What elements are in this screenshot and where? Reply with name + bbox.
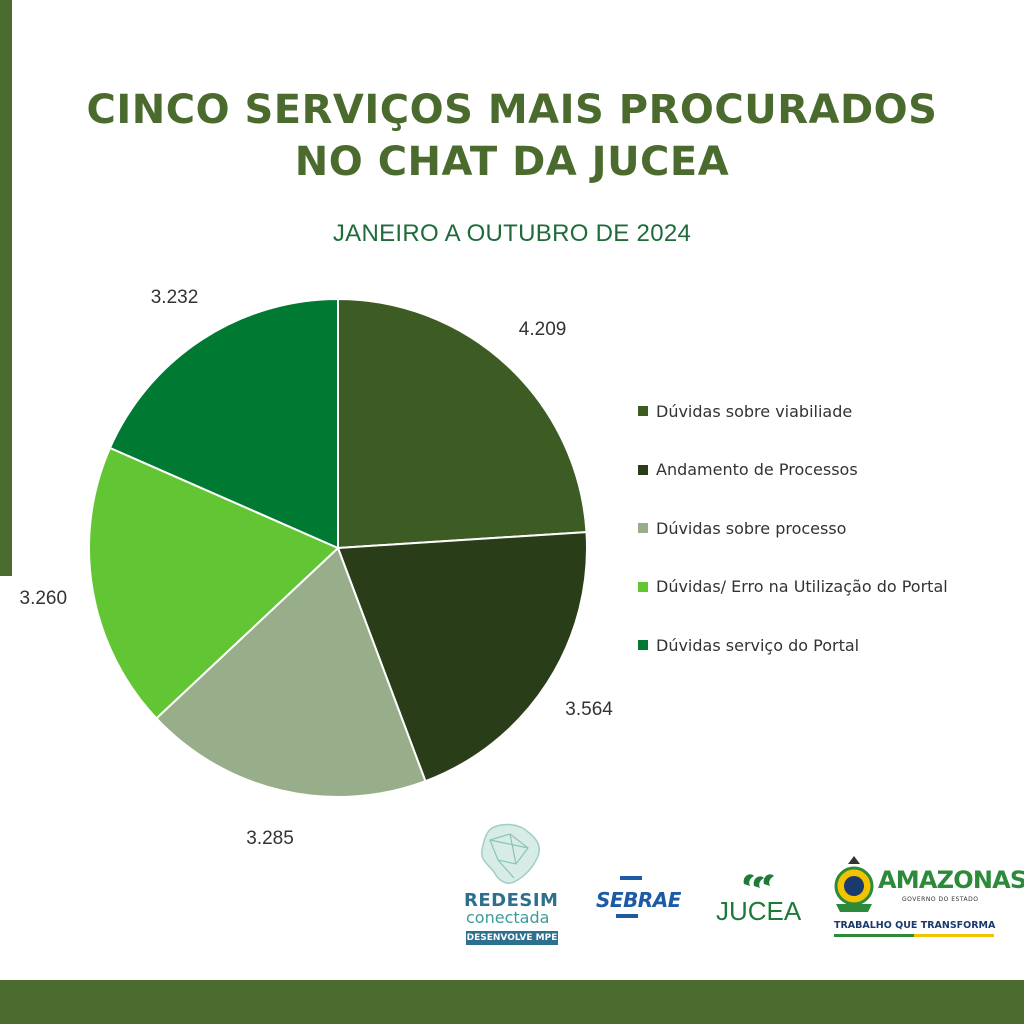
pie-slice-1 <box>337 297 588 550</box>
redesim-logo: REDESIM conectada DESENVOLVE MPE <box>462 820 562 948</box>
legend-swatch <box>638 523 648 534</box>
legend-swatch <box>638 406 648 416</box>
jucea-symbol-icon <box>743 874 774 888</box>
legend-item: Dúvidas sobre viabiliade <box>638 396 948 426</box>
redesim-wordmark: REDESIM <box>464 890 559 911</box>
amazonas-logo: AMAZONAS GOVERNO DO ESTADO TRABALHO QUE … <box>832 854 1024 944</box>
sebrae-wordmark: SEBRAE <box>596 888 681 912</box>
legend-swatch <box>638 640 648 651</box>
pie-value-label: 3.564 <box>565 699 613 721</box>
amazonas-slogan: TRABALHO QUE TRANSFORMA <box>834 920 996 931</box>
legend-swatch <box>638 581 648 592</box>
legend-item: Andamento de Processos <box>638 455 948 485</box>
amazonas-government-text: GOVERNO DO ESTADO <box>902 896 979 903</box>
pie-value-label: 3.260 <box>19 587 68 609</box>
legend-label: Dúvidas sobre viabiliade <box>656 401 853 421</box>
legend-label: Dúvidas serviço do Portal <box>656 635 860 655</box>
legend-item: Dúvidas sobre processo <box>638 513 948 543</box>
legend-label: Dúvidas sobre processo <box>656 518 847 538</box>
pie-value-label: 3.232 <box>150 286 199 308</box>
amazonas-coat-of-arms-icon <box>834 856 874 912</box>
sebrae-stripes-icon <box>616 876 642 918</box>
chart-legend: Dúvidas sobre viabiliade Andamento de Pro… <box>638 396 948 689</box>
pie-slice-5 <box>108 297 339 550</box>
title-line-2: NO CHAT DA JUCEA <box>294 139 730 185</box>
redesim-map-icon <box>480 823 540 884</box>
pie-value-label: 4.209 <box>518 318 567 340</box>
pie-slice-2 <box>336 531 588 783</box>
left-accent-bar <box>0 0 12 576</box>
title-line-1: CINCO SERVIÇOS MAIS PROCURADOS <box>86 87 938 133</box>
sebrae-logo: SEBRAE <box>594 870 686 926</box>
amazonas-stripe <box>834 934 994 937</box>
page-title: CINCO SERVIÇOS MAIS PROCURADOS NO CHAT D… <box>40 84 984 188</box>
legend-swatch <box>638 464 648 475</box>
legend-item: Dúvidas serviço do Portal <box>638 630 948 660</box>
jucea-logo: JUCEA <box>712 866 802 928</box>
pie-slice-3 <box>154 546 427 798</box>
legend-item: Dúvidas/ Erro na Utilização do Portal <box>638 572 948 602</box>
pie-slice-4 <box>88 446 340 720</box>
bottom-accent-bar <box>0 980 1024 1024</box>
legend-label: Andamento de Processos <box>656 460 858 480</box>
legend-label: Dúvidas/ Erro na Utilização do Portal <box>656 577 948 597</box>
amazonas-wordmark: AMAZONAS <box>878 866 1024 894</box>
page-subtitle: JANEIRO A OUTUBRO DE 2024 <box>332 220 692 247</box>
redesim-band: DESENVOLVE MPE <box>466 931 558 945</box>
pie-chart <box>88 297 588 798</box>
redesim-subtitle: conectada <box>466 908 550 927</box>
jucea-wordmark: JUCEA <box>716 896 802 926</box>
pie-value-label: 3.285 <box>246 828 294 850</box>
